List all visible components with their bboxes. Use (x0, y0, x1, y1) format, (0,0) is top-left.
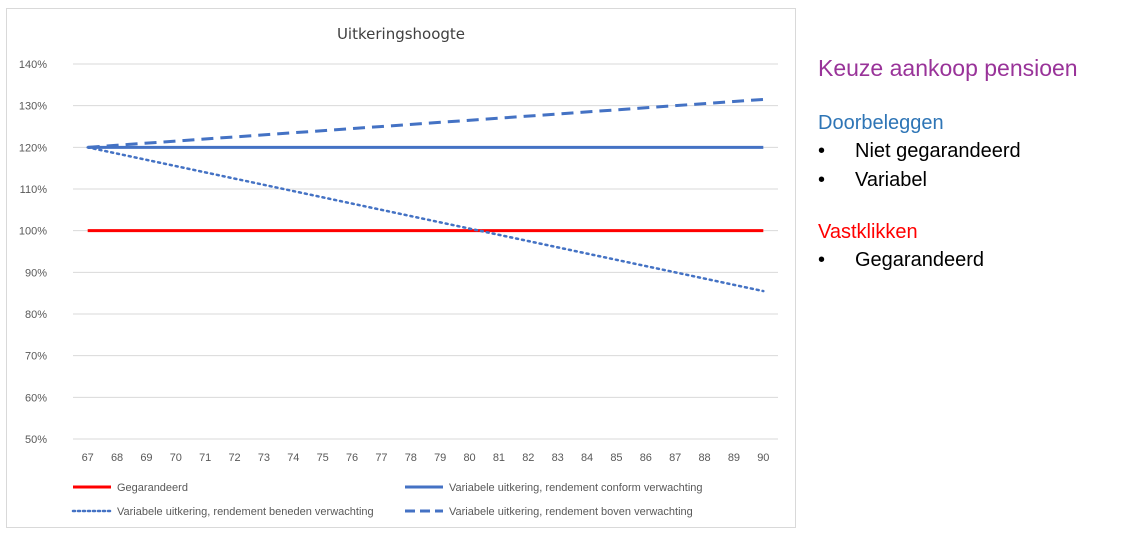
x-tick-label: 77 (375, 452, 387, 464)
bullet-text: Gegarandeerd (855, 249, 984, 271)
x-tick-label: 89 (728, 452, 740, 464)
section-heading-vastklikken: Vastklikken (818, 221, 918, 243)
grid-layer (73, 63, 778, 440)
x-tick-label: 85 (610, 452, 622, 464)
bullet-item: • Niet gegarandeerd (818, 137, 1118, 166)
bullet-icon: • (818, 140, 826, 162)
x-tick-label: 84 (581, 452, 593, 464)
y-tick-label: 90% (25, 267, 47, 279)
y-tick-label: 60% (25, 392, 47, 404)
x-tick-label: 86 (640, 452, 652, 464)
x-tick-label: 72 (228, 452, 240, 464)
section-heading-doorbeleggen: Doorbeleggen (818, 112, 944, 134)
bullet-list-vastklikken: • Gegarandeerd (818, 246, 1118, 275)
side-panel: Keuze aankoop pensioen Doorbeleggen • Nie… (818, 55, 1118, 299)
x-tick-label: 67 (82, 452, 94, 464)
legend-label: Variabele uitkering, rendement beneden v… (117, 506, 374, 518)
x-tick-label: 83 (552, 452, 564, 464)
y-axis-ticks: 50% 60% 70% 80% 90% 100% 110% 120% 130% 140% (19, 59, 47, 446)
bullet-icon: • (818, 249, 826, 271)
x-tick-label: 81 (493, 452, 505, 464)
series-line (86, 146, 765, 293)
series-layer (86, 97, 765, 293)
x-tick-label: 75 (317, 452, 329, 464)
legend-label: Variabele uitkering, rendement boven ver… (449, 506, 693, 518)
bullet-icon: • (818, 169, 826, 191)
y-tick-label: 130% (19, 101, 47, 113)
bullet-text: Variabel (855, 169, 927, 191)
section-vastklikken: Vastklikken • Gegarandeerd (818, 219, 1118, 275)
y-tick-label: 70% (25, 351, 47, 363)
legend-label: Variabele uitkering, rendement conform v… (449, 482, 703, 494)
x-tick-label: 79 (434, 452, 446, 464)
x-tick-label: 87 (669, 452, 681, 464)
chart-frame: Uitkeringshoogte 50% 60% 70% 80% 90% 100% 110%… (6, 8, 796, 528)
bullet-list-doorbeleggen: • Niet gegarandeerd • Variabel (818, 137, 1118, 195)
x-tick-label: 78 (405, 452, 417, 464)
section-doorbeleggen: Doorbeleggen • Niet gegarandeerd • Variabe… (818, 110, 1118, 195)
x-tick-label: 70 (170, 452, 182, 464)
x-tick-label: 80 (463, 452, 475, 464)
x-axis-ticks: 67 68 69 70 71 72 73 74 75 76 77 78 79 80 81 82 83 84 85 86… (82, 452, 770, 464)
chart-svg: Uitkeringshoogte 50% 60% 70% 80% 90% 100% 110%… (19, 25, 778, 518)
x-tick-label: 82 (522, 452, 534, 464)
y-tick-label: 80% (25, 309, 47, 321)
side-title: Keuze aankoop pensioen (818, 55, 1078, 81)
legend: Gegarandeerd Variabele uitkering, rendeme… (71, 482, 703, 518)
y-tick-label: 100% (19, 226, 47, 238)
x-tick-label: 68 (111, 452, 123, 464)
x-tick-label: 71 (199, 452, 211, 464)
y-tick-label: 120% (19, 142, 47, 154)
x-tick-label: 76 (346, 452, 358, 464)
x-tick-label: 88 (698, 452, 710, 464)
y-tick-label: 50% (25, 434, 47, 446)
x-tick-label: 90 (757, 452, 769, 464)
bullet-item: • Gegarandeerd (818, 246, 1118, 275)
bullet-item: • Variabel (818, 166, 1118, 195)
chart-title: Uitkeringshoogte (337, 25, 465, 43)
y-tick-label: 140% (19, 59, 47, 71)
bullet-text: Niet gegarandeerd (855, 140, 1021, 162)
legend-label: Gegarandeerd (117, 482, 188, 494)
x-tick-label: 74 (287, 452, 299, 464)
x-tick-label: 69 (140, 452, 152, 464)
series-line (87, 97, 764, 149)
x-tick-label: 73 (258, 452, 270, 464)
y-tick-label: 110% (20, 184, 48, 196)
